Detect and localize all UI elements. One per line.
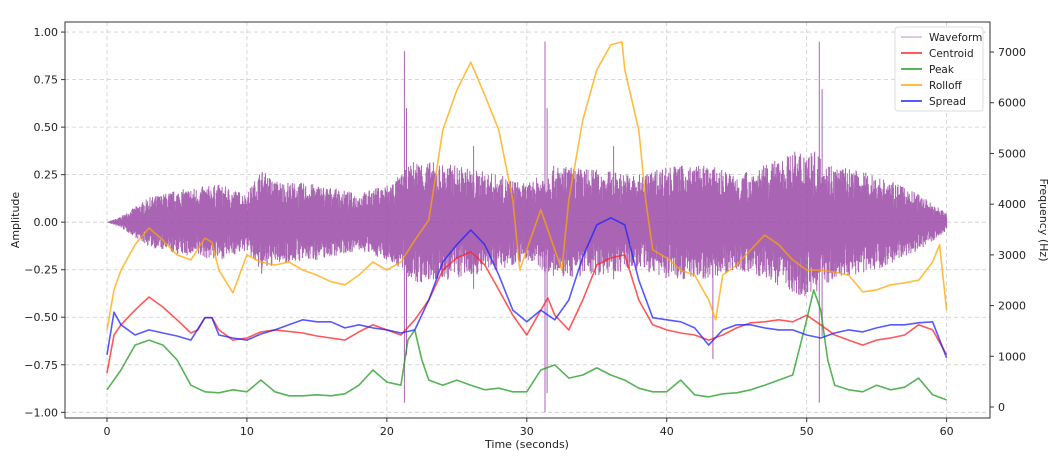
- waveform-line: [106, 41, 948, 413]
- y-tick-label: 1.00: [34, 26, 59, 39]
- peak-line: [106, 289, 947, 401]
- x-axis-label: Time (seconds): [484, 438, 569, 451]
- legend-label-centroid: Centroid: [929, 48, 974, 60]
- x-tick-label: 0: [103, 425, 110, 438]
- y-right-tick-label: 3000: [998, 249, 1026, 262]
- legend-label-rolloff: Rolloff: [929, 80, 963, 92]
- legend-label-peak: Peak: [929, 64, 955, 76]
- x-tick-label: 50: [800, 425, 814, 438]
- legend-label-waveform: Waveform: [929, 32, 982, 44]
- y-right-tick-label: 2000: [998, 300, 1026, 313]
- spread-line: [106, 217, 948, 359]
- y-tick-label: 0.25: [34, 169, 59, 182]
- ticks: 0 10 20 30 40 50 60 −1.00 −0.75 −0.50 −0.25 0.00 0.2…: [24, 26, 1026, 438]
- legend-box: [894, 26, 984, 112]
- y-axis-label: Amplitude: [9, 192, 22, 249]
- y-right-tick-label: 4000: [998, 198, 1026, 211]
- x-tick-label: 20: [380, 425, 394, 438]
- y-right-tick-label: 6000: [998, 97, 1026, 110]
- y-right-tick-label: 7000: [998, 46, 1026, 59]
- x-tick-label: 10: [240, 425, 254, 438]
- legend: Waveform Centroid Peak Rolloff Spread: [894, 26, 984, 112]
- x-tick-label: 60: [940, 425, 954, 438]
- plot-area: [106, 41, 948, 413]
- x-tick-label: 30: [520, 425, 534, 438]
- legend-label-spread: Spread: [929, 96, 966, 108]
- y-tick-label: 0.00: [34, 216, 59, 229]
- y-tick-label: 0.75: [34, 74, 59, 87]
- y-right-tick-label: 5000: [998, 147, 1026, 160]
- y-tick-label: −0.50: [24, 311, 58, 324]
- rolloff-line: [106, 41, 948, 331]
- y-tick-label: −1.00: [24, 406, 58, 419]
- centroid-line: [106, 251, 948, 374]
- x-tick-label: 40: [660, 425, 674, 438]
- axes-frame: [64, 21, 991, 419]
- y-right-tick-label: 1000: [998, 350, 1026, 363]
- y-tick-label: −0.75: [24, 359, 58, 372]
- y-axis-right-label: Frequency (Hz): [1037, 179, 1050, 262]
- y-tick-label: −0.25: [24, 264, 58, 277]
- y-right-tick-label: 0: [998, 401, 1005, 414]
- y-tick-label: 0.50: [34, 121, 59, 134]
